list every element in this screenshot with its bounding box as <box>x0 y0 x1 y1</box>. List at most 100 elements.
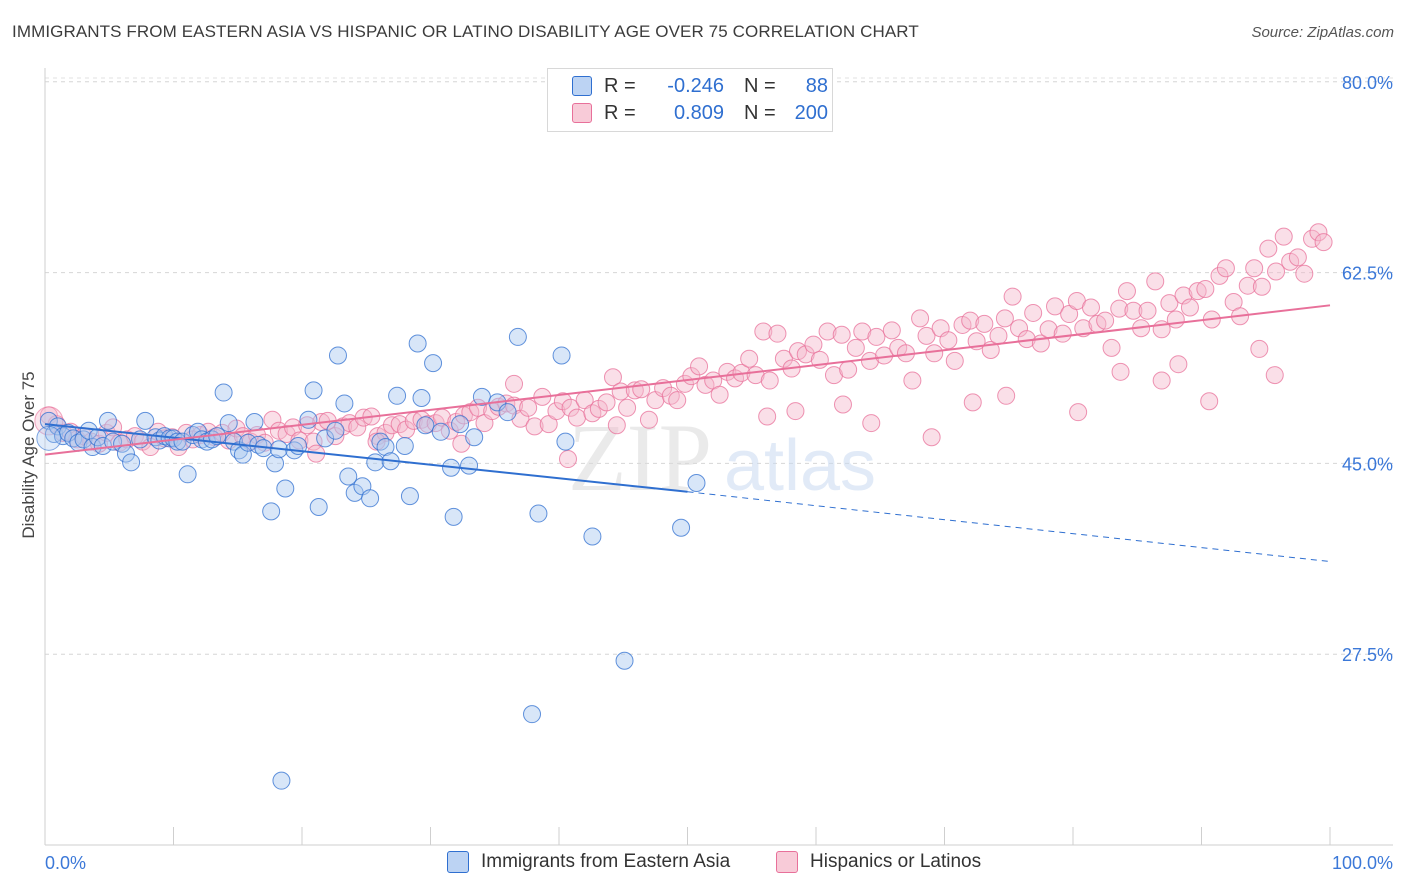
data-point-eastern-asia <box>272 771 291 790</box>
data-point-eastern-asia <box>672 518 691 537</box>
data-point-hispanics <box>824 366 843 385</box>
data-point-eastern-asia <box>431 422 450 441</box>
data-point-eastern-asia <box>233 445 252 464</box>
series-legend-hispanics[interactable]: Hispanics or Latinos <box>776 851 981 873</box>
data-point-hispanics <box>995 309 1014 328</box>
data-point-hispanics <box>553 392 572 411</box>
y-tick-label: 27.5% <box>1342 645 1393 665</box>
data-point-eastern-asia <box>523 705 542 724</box>
data-point-hispanics <box>786 402 805 421</box>
data-point-eastern-asia <box>335 394 354 413</box>
data-point-eastern-asia <box>615 651 634 670</box>
data-point-hispanics <box>1210 266 1229 285</box>
data-point-hispanics <box>1252 277 1271 296</box>
axes <box>44 68 1393 846</box>
legend-n-value: 88 <box>805 74 828 97</box>
data-point-hispanics <box>1245 259 1264 278</box>
data-point-eastern-asia <box>498 403 517 422</box>
series-legend-eastern-asia[interactable]: Immigrants from Eastern Asia <box>447 851 730 873</box>
data-point-eastern-asia <box>214 383 233 402</box>
legend-swatch-blue <box>572 76 592 96</box>
data-point-eastern-asia <box>326 421 345 440</box>
data-point-hispanics <box>911 309 930 328</box>
data-point-hispanics <box>1096 311 1115 330</box>
data-point-hispanics <box>1102 338 1121 357</box>
data-point-eastern-asia <box>309 498 328 517</box>
legend-row-eastern-asia: R = -0.246 N = 88 <box>572 73 828 99</box>
data-point-hispanics <box>589 399 608 418</box>
data-point-hispanics <box>1166 310 1185 329</box>
legend-n-label: N = <box>744 74 776 97</box>
series-swatch-blue <box>447 851 469 873</box>
data-point-eastern-asia <box>304 381 323 400</box>
data-point-hispanics <box>603 368 622 387</box>
data-point-hispanics <box>561 398 580 417</box>
data-point-hispanics <box>367 432 386 451</box>
data-point-eastern-asia <box>361 489 380 508</box>
data-point-eastern-asia <box>529 504 548 523</box>
trend-line-eastern-asia-extrapolated <box>687 491 1331 563</box>
correlation-legend: R = -0.246 N = 88 R = 0.809 N = 200 <box>547 68 833 132</box>
data-point-hispanics <box>1138 301 1157 320</box>
data-point-eastern-asia <box>122 453 141 472</box>
data-point-hispanics <box>1274 227 1293 246</box>
data-point-eastern-asia <box>416 416 435 435</box>
data-point-hispanics <box>862 414 881 433</box>
data-point-eastern-asia <box>552 346 571 365</box>
data-point-hispanics <box>760 371 779 390</box>
trend-line-hispanics <box>44 304 1331 456</box>
tick-labels: 27.5% 45.0% 62.5% 80.0% 0.0% 100.0% <box>45 73 1393 873</box>
data-point-hispanics <box>758 407 777 426</box>
data-point-hispanics <box>903 371 922 390</box>
data-point-hispanics <box>1265 366 1284 385</box>
data-point-hispanics <box>290 431 309 450</box>
legend-r-value: -0.246 <box>667 74 724 97</box>
data-point-hispanics <box>1069 403 1088 422</box>
x-tick-label: 0.0% <box>45 853 86 873</box>
data-point-hispanics <box>607 416 626 435</box>
data-point-hispanics <box>925 344 944 363</box>
data-point-eastern-asia <box>465 428 484 447</box>
data-point-hispanics <box>961 311 980 330</box>
data-point-hispanics <box>945 351 964 370</box>
data-point-hispanics <box>567 408 586 427</box>
trend-line-eastern-asia <box>44 423 688 493</box>
data-point-hispanics <box>690 357 709 376</box>
data-point-hispanics <box>818 322 837 341</box>
y-tick-label: 62.5% <box>1342 264 1393 284</box>
data-point-hispanics <box>1160 294 1179 313</box>
data-point-hispanics <box>382 416 401 435</box>
data-point-eastern-asia <box>424 354 443 373</box>
data-point-hispanics <box>796 345 815 364</box>
source-label: Source: ZipAtlas.com <box>1251 24 1394 41</box>
data-point-hispanics <box>833 395 852 414</box>
data-point-hispanics <box>989 326 1008 345</box>
data-point-hispanics <box>867 327 886 346</box>
data-point-hispanics <box>917 326 936 345</box>
data-point-hispanics <box>853 322 872 341</box>
data-point-hispanics <box>1081 298 1100 317</box>
data-point-hispanics <box>632 380 651 399</box>
data-point-hispanics <box>1110 299 1129 318</box>
data-point-hispanics <box>547 402 566 421</box>
data-point-hispanics <box>1188 282 1207 301</box>
data-point-hispanics <box>839 360 858 379</box>
legend-swatch-pink <box>572 103 592 123</box>
data-point-eastern-asia <box>262 502 281 521</box>
data-point-eastern-asia <box>412 388 431 407</box>
legend-r-value: 0.809 <box>673 101 724 124</box>
data-point-hispanics <box>754 322 773 341</box>
data-point-hispanics <box>1124 301 1143 320</box>
data-point-hispanics <box>1053 324 1072 343</box>
data-point-eastern-asia <box>339 467 358 486</box>
data-point-hispanics <box>1003 287 1022 306</box>
data-point-eastern-asia <box>444 507 463 526</box>
grid-lines <box>45 77 1393 655</box>
legend-n-value: 200 <box>794 101 828 124</box>
data-point-eastern-asia <box>451 415 470 434</box>
y-tick-label: 45.0% <box>1342 454 1393 474</box>
data-point-hispanics <box>1314 233 1333 252</box>
data-point-eastern-asia <box>98 411 117 430</box>
data-point-eastern-asia <box>328 346 347 365</box>
